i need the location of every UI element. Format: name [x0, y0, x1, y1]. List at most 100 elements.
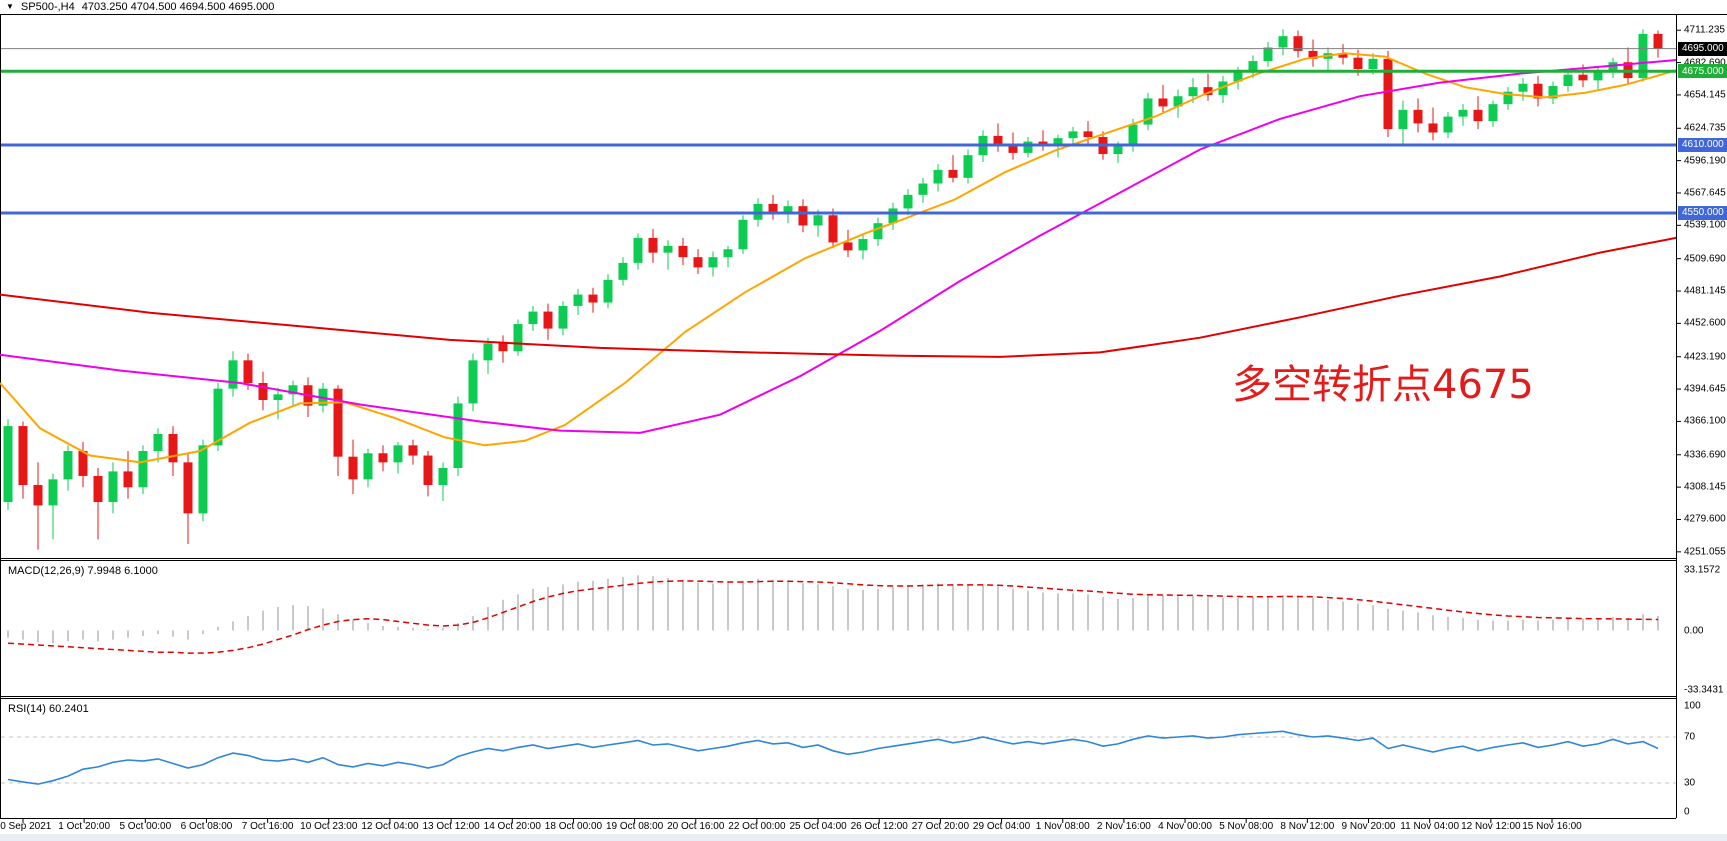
macd-label: MACD(12,26,9) 7.9948 6.1000 [8, 565, 158, 577]
candle-body [1188, 87, 1198, 97]
candle-body [1173, 96, 1183, 107]
candle-body [1308, 50, 1318, 59]
candle-body [543, 311, 553, 329]
candle-body [873, 223, 883, 240]
candle-body [1203, 87, 1213, 96]
candle-body [498, 343, 508, 352]
candle-body [183, 462, 193, 514]
time-tick-label: 4 Nov 00:00 [1158, 821, 1212, 832]
candle-body [1638, 33, 1648, 79]
candle-body [1428, 123, 1438, 133]
time-tick-label: 5 Nov 08:00 [1219, 821, 1274, 832]
candle-body [33, 485, 43, 506]
time-tick-label: 12 Oct 04:00 [361, 821, 419, 832]
time-tick-label: 22 Oct 00:00 [728, 821, 786, 832]
candle-body [1593, 70, 1603, 81]
time-tick-label: 29 Oct 04:00 [972, 821, 1031, 832]
candle-body [213, 388, 223, 446]
candle-body [288, 385, 298, 395]
candle-body [1398, 109, 1408, 130]
candle-body [1383, 58, 1393, 130]
candle-body [678, 245, 688, 258]
candle-body [1548, 86, 1558, 99]
candle-body [1278, 36, 1288, 48]
candle-body [93, 475, 103, 503]
candle-body [963, 155, 973, 178]
candle-body [1233, 71, 1243, 82]
candle-body [1413, 109, 1423, 124]
candle-body [18, 426, 28, 486]
candle-body [798, 206, 808, 226]
candle-body [618, 262, 628, 280]
candle-body [1488, 104, 1498, 122]
candle-body [228, 360, 238, 389]
candle-body [198, 445, 208, 514]
candle-body [1563, 74, 1573, 87]
time-tick-label: 26 Oct 12:00 [850, 821, 908, 832]
candle-body [663, 245, 673, 253]
time-axis[interactable]: 30 Sep 2021 1 Oct 20:00 5 Oct 00:00 6 Oct 0… [0, 821, 1680, 835]
candle-body [1053, 138, 1063, 147]
candle-body [843, 242, 853, 251]
candle-body [1158, 98, 1168, 107]
candle-body [828, 215, 838, 243]
candle-body [468, 360, 478, 404]
time-tick-label: 30 Sep 2021 [0, 821, 52, 832]
ma-red-line [0, 236, 1677, 358]
candle-body [813, 215, 823, 226]
chart-header: ▼ SP500-,H4 4703.250 4704.500 4694.500 4… [0, 0, 274, 14]
rsi-label: RSI(14) 60.2401 [8, 703, 89, 715]
ma-orange-line [0, 52, 1677, 464]
candle-body [1443, 116, 1453, 133]
candle-body [918, 183, 928, 195]
time-tick-label: 18 Oct 00:00 [544, 821, 603, 832]
candle-body [423, 455, 433, 486]
candle-body [243, 360, 253, 383]
time-tick-label: 14 Oct 20:00 [483, 821, 541, 832]
candle-body [48, 479, 58, 506]
candle-body [453, 403, 463, 469]
candle-body [123, 471, 133, 488]
candle-body [858, 239, 868, 251]
candle-body [1218, 81, 1228, 96]
macd-signal-line [7, 580, 1659, 654]
candle-body [888, 208, 898, 224]
time-tick-label: 5 Oct 00:00 [119, 821, 172, 832]
candle-body [1128, 124, 1138, 147]
candle-body [1083, 131, 1093, 138]
rsi-line [7, 730, 1659, 785]
time-tick-label: 12 Nov 12:00 [1461, 821, 1521, 832]
candle-body [1458, 109, 1468, 117]
annotation-text: 多空转折点4675 [1232, 362, 1534, 408]
candle-body [1143, 98, 1153, 125]
time-tick-label: 25 Oct 04:00 [789, 821, 847, 832]
candle-body [1008, 143, 1018, 153]
ohlc-readout: 4703.250 4704.500 4694.500 4695.000 [81, 1, 275, 13]
bottom-strip [0, 834, 1727, 841]
candle-body [168, 434, 178, 463]
time-tick-label: 19 Oct 08:00 [605, 821, 664, 832]
candle-body [633, 237, 643, 263]
time-tick-label: 10 Oct 23:00 [300, 821, 358, 832]
symbol-period-label: SP500-,H4 [20, 1, 75, 13]
time-tick-label: 1 Nov 08:00 [1035, 821, 1090, 832]
candle-body [108, 471, 118, 503]
candle-body [1473, 109, 1483, 122]
time-tick-label: 8 Nov 12:00 [1280, 821, 1335, 832]
candle-body [348, 456, 358, 480]
time-tick-label: 1 Oct 20:00 [58, 821, 111, 832]
candle-body [138, 451, 148, 488]
candle-body [363, 453, 373, 480]
candle-body [933, 169, 943, 184]
candle-body [723, 249, 733, 258]
candle-body [1263, 47, 1273, 62]
candle-body [393, 445, 403, 463]
candle-body [528, 311, 538, 325]
time-tick-label: 9 Nov 20:00 [1341, 821, 1396, 832]
candle-body [1338, 53, 1348, 58]
candle-body [258, 383, 268, 401]
candle-body [483, 343, 493, 361]
symbol-dropdown-icon[interactable]: ▼ [6, 2, 14, 11]
